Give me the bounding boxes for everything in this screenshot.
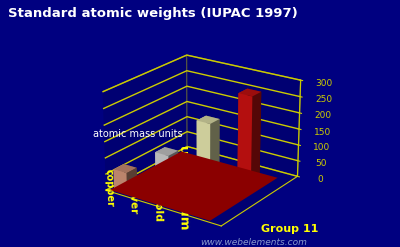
Text: Standard atomic weights (IUPAC 1997): Standard atomic weights (IUPAC 1997) — [8, 7, 298, 21]
Text: atomic mass units: atomic mass units — [94, 129, 183, 139]
Text: Group 11: Group 11 — [261, 224, 318, 234]
Text: www.webelements.com: www.webelements.com — [200, 238, 307, 247]
